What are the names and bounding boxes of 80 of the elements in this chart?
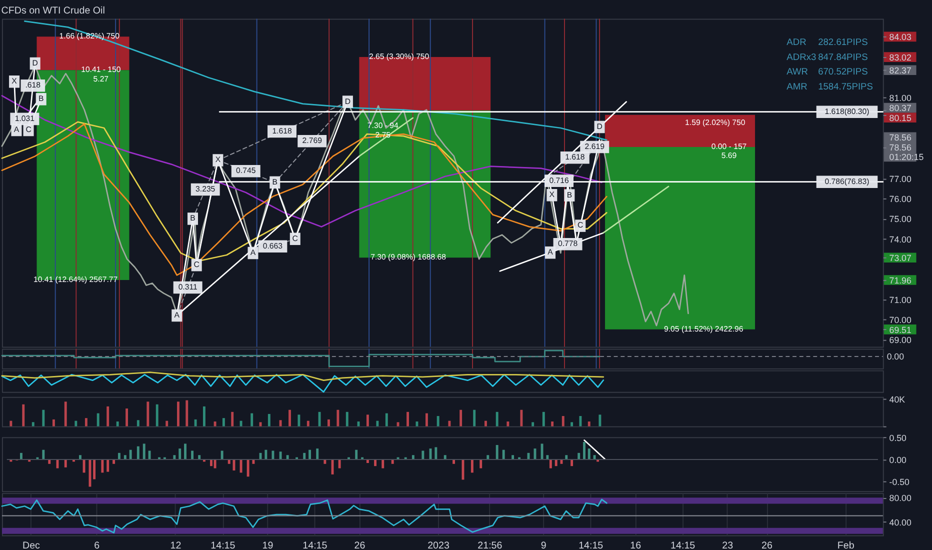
y-tick-label: -0.50 [889,476,910,487]
y-tick-label: 84.03 [889,32,912,42]
y-tick-label: 75.00 [889,214,912,224]
annotation: 0.778 [558,239,578,248]
y-tick-label: 71.96 [889,275,912,286]
annotation: B [38,94,44,104]
annotation: B [190,214,196,223]
annotation: 0.786(76.83) [824,176,870,186]
annotation: AWR 670.52PIPS [786,66,868,77]
x-tick-label: 2023 [428,540,450,550]
chart-title: CFDs on WTI Crude Oil [1,5,105,16]
annotation: 7.30 (9.08%) 1688.68 [370,252,447,262]
annotation: B [566,190,572,200]
y-tick-label: 70.00 [889,314,912,325]
y-tick-label: 80.15 [889,113,912,124]
annotation: .618 [25,80,42,90]
x-tick-label: 26 [762,540,774,550]
y-tick-label: 0.00 [889,454,907,465]
x-tick-label: 14:15 [210,540,236,550]
annotation: D [596,122,603,131]
annotation: X [12,76,18,86]
y-tick-label: 40.00 [889,517,912,528]
annotation: 1.618(80.30) [824,106,870,116]
text: ADR 282.61PIPS [786,37,868,48]
x-tick-label: 26 [354,540,366,550]
y-tick-label: 82.37 [889,66,912,76]
y-tick-label: 0.50 [889,432,907,443]
annotation: 1.618 [272,126,292,136]
annotation: A [548,248,554,257]
y-tick-label: 40K [889,394,906,404]
x-tick-label: 14:15 [578,540,604,550]
annotation: 3.235 [196,184,216,194]
annotation: A [174,310,180,320]
annotation: 0.663 [262,241,284,250]
text: AMR 1584.75PIPS [786,81,873,92]
annotation: 1.59 (2.02%) 750 [685,118,746,127]
annotation: 2.769 [302,136,322,146]
annotation: 9.05 (11.52%) 2422.96 [664,324,744,334]
annotation: C [26,124,32,134]
y-tick-label: 73.07 [889,253,912,264]
annotation: 10.41 - 150 5.27 [81,65,122,84]
annotation: 0.745 [236,166,256,176]
x-tick-label: 6 [94,540,100,550]
y-tick-label: 76.00 [889,194,912,204]
annotation: 0.716 [549,176,570,185]
x-tick-label: 9 [540,540,546,550]
y-tick-label: 69.00 [889,335,912,346]
x-tick-label: 19 [262,540,274,550]
x-tick-label: 16 [630,540,642,550]
annotation: X [549,190,556,200]
annotation: 1.618 [565,152,586,162]
x-tick-label: Feb [837,540,855,550]
y-tick-label: 83.02 [889,52,912,62]
x-tick-label: 14:15 [302,540,328,550]
annotation: A [250,248,256,257]
y-tick-label: 71.00 [889,294,912,305]
annotation: B [272,177,278,186]
y-tick-label: 80.37 [889,103,912,114]
annotation: 10.41 (12.64%) 2567.77 [33,274,118,284]
x-tick-label: 23 [722,540,734,550]
x-tick-label: 21:56 [478,540,503,550]
annotation: 0.311 [178,282,198,292]
x-tick-label: Dec [22,540,40,550]
y-tick-label: 81.00 [889,93,912,104]
annotation: ADRx3 847.84PIPS [786,52,868,62]
annotation: 1.031 [14,114,35,123]
x-tick-label: 12 [170,540,182,550]
annotation: C [578,220,584,230]
annotation: C [292,234,298,243]
x-tick-label: 14:15 [670,540,696,550]
annotation: D [344,96,351,106]
y-tick-label: 80.00 [889,493,912,504]
y-tick-label: 74.00 [889,234,912,244]
annotation: 2.619 [584,142,604,151]
annotation: A [14,124,20,134]
y-tick-label: 77.00 [889,174,912,184]
annotation: D [32,58,38,68]
annotation: X [215,155,222,164]
annotation: C [194,260,200,270]
y-tick-label: 69.51 [889,324,912,335]
